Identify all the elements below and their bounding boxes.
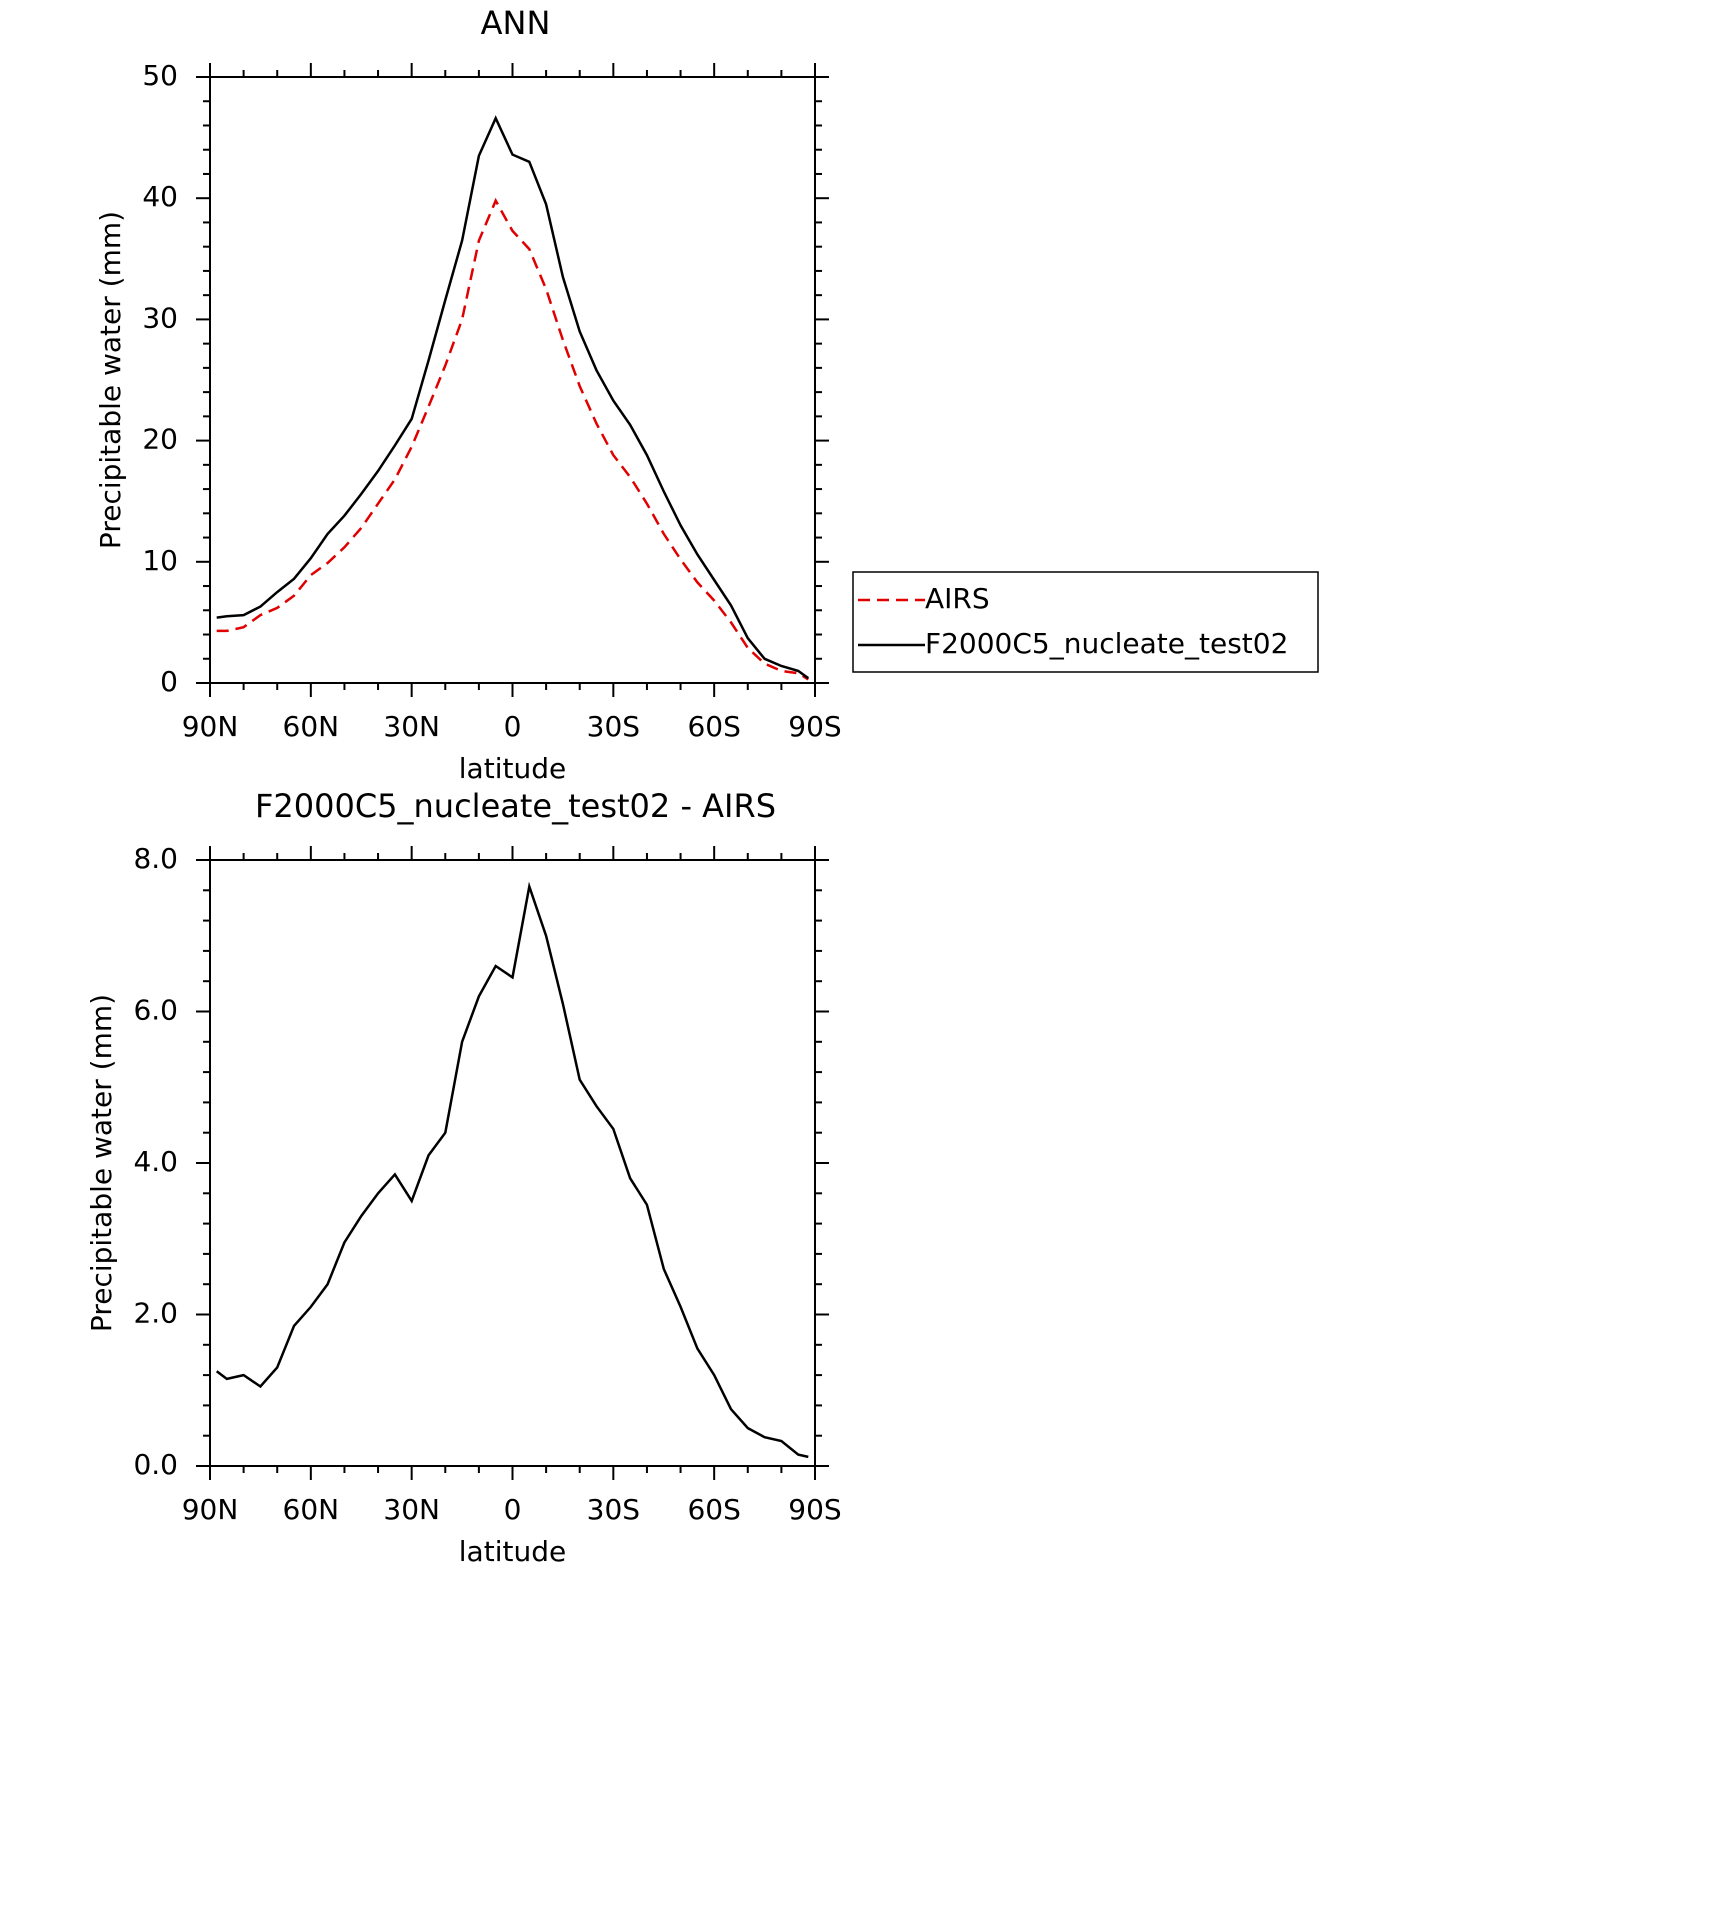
data-line: [215, 881, 809, 1459]
x-tick-label: 30N: [383, 710, 440, 743]
y-tick-label: 8.0: [133, 842, 178, 875]
legend-label: AIRS: [925, 582, 990, 615]
x-tick-label: 60N: [283, 1493, 340, 1526]
x-tick-label: 90N: [182, 710, 239, 743]
y-tick-label: 20: [142, 423, 178, 456]
y-tick-label: 10: [142, 544, 178, 577]
legend-label: F2000C5_nucleate_test02: [925, 627, 1288, 660]
plot-frame: [209, 76, 816, 684]
y-tick-label: 2.0: [133, 1297, 178, 1330]
chart-title: F2000C5_nucleate_test02 - AIRS: [255, 787, 776, 825]
x-tick-label: 60S: [687, 710, 740, 743]
y-tick-label: 0: [160, 665, 178, 698]
y-tick-label: 30: [142, 301, 178, 334]
x-tick-label: 30N: [383, 1493, 440, 1526]
x-tick-label: 90S: [788, 710, 841, 743]
y-axis-label: Precipitable water (mm): [85, 994, 118, 1332]
y-tick-label: 40: [142, 180, 178, 213]
data-line: [216, 115, 810, 680]
legend-box: [852, 571, 1319, 673]
x-tick-label: 60N: [283, 710, 340, 743]
x-tick-label: 60S: [687, 1493, 740, 1526]
x-tick-label: 30S: [587, 1493, 640, 1526]
x-tick-label: 90S: [788, 1493, 841, 1526]
x-tick-label: 0: [504, 1493, 522, 1526]
y-tick-label: 6.0: [133, 994, 178, 1027]
y-tick-label: 50: [142, 59, 178, 92]
y-tick-label: 0.0: [133, 1448, 178, 1481]
x-tick-label: 30S: [587, 710, 640, 743]
y-tick-label: 4.0: [133, 1145, 178, 1178]
x-axis-label: latitude: [459, 1535, 566, 1568]
plot-frame: [209, 859, 816, 1467]
data-line: [216, 197, 809, 681]
y-axis-label: Precipitable water (mm): [94, 211, 127, 549]
x-tick-label: 90N: [182, 1493, 239, 1526]
chart-title: ANN: [481, 4, 551, 42]
x-tick-label: 0: [504, 710, 522, 743]
x-axis-label: latitude: [459, 752, 566, 785]
